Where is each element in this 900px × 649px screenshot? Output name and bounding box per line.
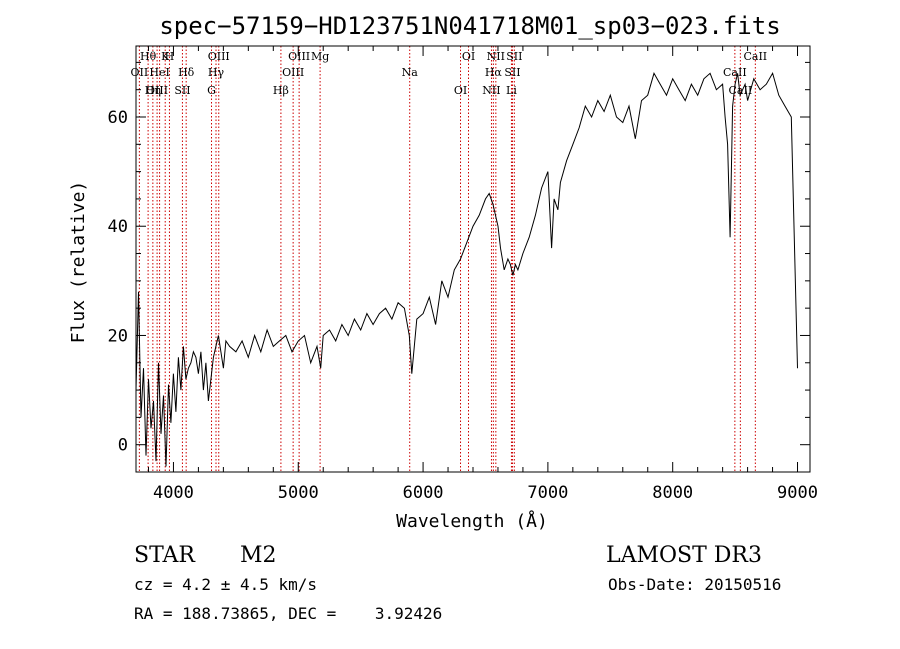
subclass: M2 <box>240 543 277 568</box>
line-marker-label: Na <box>402 66 419 79</box>
line-marker-label: OIII <box>288 50 310 63</box>
line-marker-label: OIII <box>208 50 230 63</box>
spectrum-line <box>135 72 798 467</box>
y-tick-label: 40 <box>108 217 128 237</box>
line-marker-label: SII <box>504 66 520 79</box>
line-marker-label: OIII <box>282 66 304 79</box>
line-marker-label: SII <box>506 50 522 63</box>
line-markers <box>138 46 756 472</box>
line-marker-label: Hα <box>485 66 503 79</box>
x-tick-label: 7000 <box>527 483 568 503</box>
line-marker-label: H <box>165 50 175 63</box>
x-axis-ticks: 4000 5000 6000 7000 8000 9000 <box>147 46 818 503</box>
y-tick-label: 20 <box>108 326 128 346</box>
line-marker-label: Hη <box>145 84 161 97</box>
chart-title: spec−57159−HD123751N041718M01_sp03−023.f… <box>159 12 780 40</box>
line-marker-label: Hγ <box>208 66 225 79</box>
line-marker-label: Mg <box>311 50 329 63</box>
line-marker-label: OI <box>462 50 475 63</box>
line-marker-label: HeI <box>149 66 169 79</box>
x-tick-label: 9000 <box>777 483 818 503</box>
line-marker-label: Hβ <box>273 84 289 97</box>
line-marker-label: NII <box>487 50 505 63</box>
line-marker-label: Li <box>506 84 517 97</box>
line-marker-label: SII <box>174 84 190 97</box>
x-tick-label: 5000 <box>278 483 319 503</box>
x-axis-label: Wavelength (Å) <box>396 510 548 532</box>
y-axis-label: Flux (relative) <box>68 181 89 344</box>
x-tick-label: 6000 <box>403 483 444 503</box>
y-tick-label: 0 <box>118 436 128 456</box>
x-tick-label: 8000 <box>652 483 693 503</box>
line-marker-label: NII <box>482 84 500 97</box>
line-marker-label: OII <box>131 66 149 79</box>
plot-frame <box>135 45 811 473</box>
line-marker-labels: Hθ OII OIII K HeI Hη HHδ SII OIII Hγ G OIII OIII Hβ Mg… <box>131 50 768 97</box>
line-marker-label: G <box>207 84 216 97</box>
radec-text: RA = 188.73865, DEC = 3.92426 <box>134 604 442 623</box>
redshift-text: cz = 4.2 ± 4.5 km/s <box>134 575 317 594</box>
line-marker-label: CaII <box>723 66 747 79</box>
line-marker-label: Hθ <box>140 50 157 63</box>
obs-date: Obs-Date: 20150516 <box>608 575 781 594</box>
line-marker-label: K <box>161 50 170 63</box>
line-marker-label: CaII <box>743 50 767 63</box>
line-marker-label: OIII <box>146 84 168 97</box>
line-marker-label: Hδ <box>178 66 195 79</box>
survey-name: LAMOST DR3 <box>606 543 762 568</box>
object-class: STAR <box>134 543 196 568</box>
y-tick-label: 60 <box>108 108 128 128</box>
x-tick-label: 4000 <box>153 483 194 503</box>
line-marker-label: OI <box>454 84 467 97</box>
y-axis-ticks: 0 20 40 60 <box>108 61 810 456</box>
